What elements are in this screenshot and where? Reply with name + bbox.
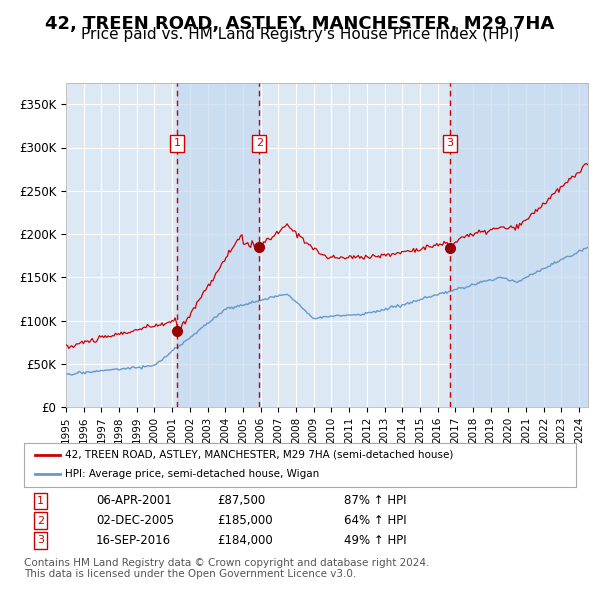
Text: 16-SEP-2016: 16-SEP-2016 [96,534,171,547]
Text: 3: 3 [446,138,454,148]
Text: 64% ↑ HPI: 64% ↑ HPI [344,514,407,527]
Text: Contains HM Land Registry data © Crown copyright and database right 2024.
This d: Contains HM Land Registry data © Crown c… [24,558,430,579]
Text: 42, TREEN ROAD, ASTLEY, MANCHESTER, M29 7HA: 42, TREEN ROAD, ASTLEY, MANCHESTER, M29 … [46,15,554,33]
Text: 2: 2 [256,138,263,148]
Text: Price paid vs. HM Land Registry's House Price Index (HPI): Price paid vs. HM Land Registry's House … [81,27,519,41]
Bar [177,83,259,407]
Text: £184,000: £184,000 [217,534,273,547]
Bar [450,83,588,407]
Text: 42, TREEN ROAD, ASTLEY, MANCHESTER, M29 7HA (semi-detached house): 42, TREEN ROAD, ASTLEY, MANCHESTER, M29 … [65,450,454,460]
Text: 87% ↑ HPI: 87% ↑ HPI [344,494,407,507]
Text: £185,000: £185,000 [217,514,273,527]
Text: 2: 2 [37,516,44,526]
Text: 1: 1 [37,496,44,506]
Text: 3: 3 [37,536,44,546]
Text: HPI: Average price, semi-detached house, Wigan: HPI: Average price, semi-detached house,… [65,470,320,479]
Text: 06-APR-2001: 06-APR-2001 [96,494,172,507]
Text: £87,500: £87,500 [217,494,265,507]
Text: 49% ↑ HPI: 49% ↑ HPI [344,534,407,547]
Text: 1: 1 [173,138,181,148]
Text: 02-DEC-2005: 02-DEC-2005 [96,514,174,527]
